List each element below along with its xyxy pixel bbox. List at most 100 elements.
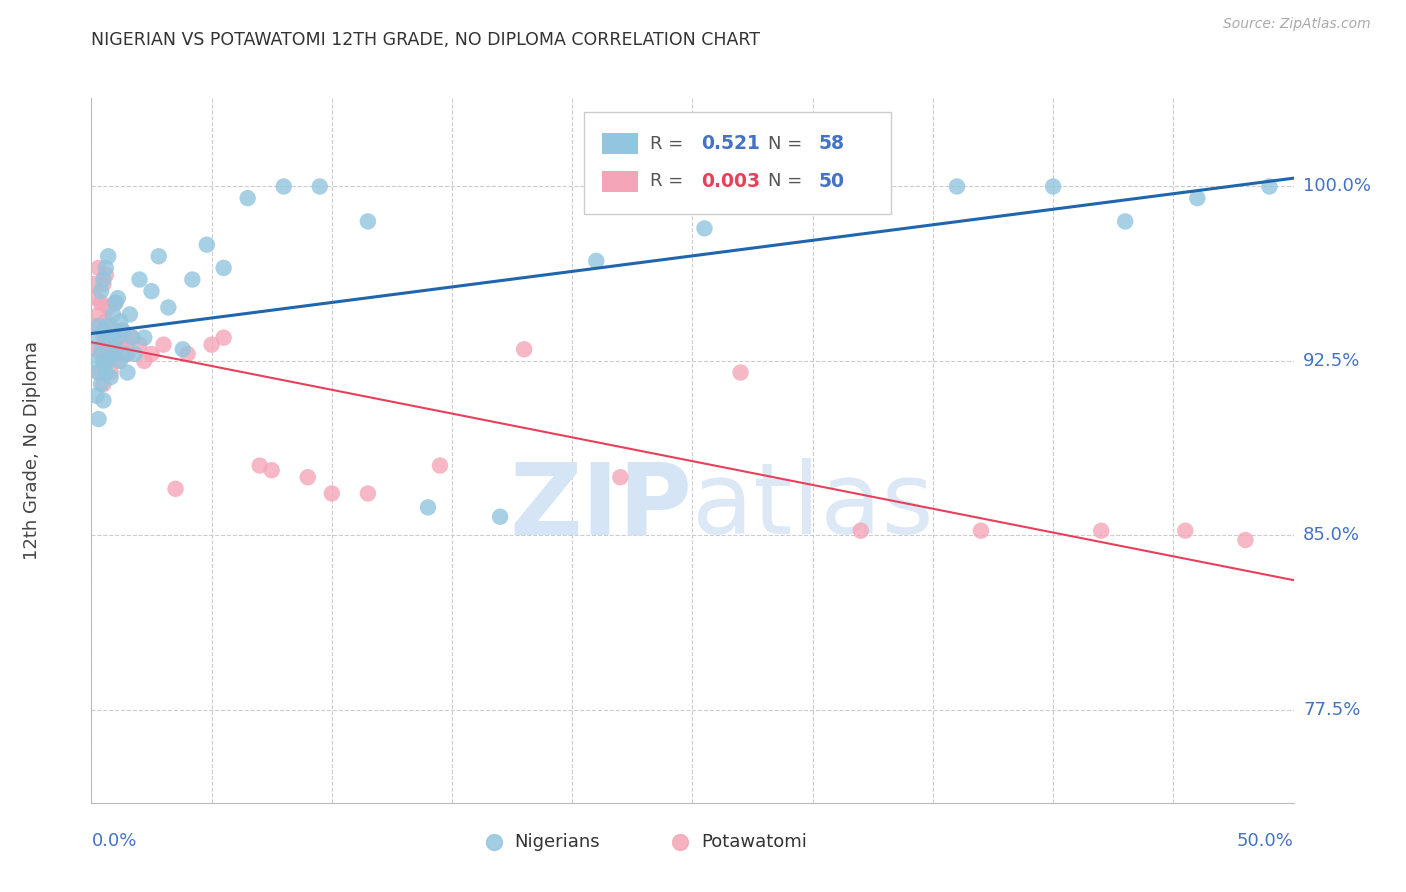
Point <box>97 319 120 334</box>
Text: 77.5%: 77.5% <box>1303 701 1361 719</box>
Point <box>90 377 112 392</box>
Point <box>107 291 129 305</box>
Point <box>93 331 115 345</box>
Point <box>111 324 134 338</box>
Point <box>321 486 343 500</box>
Text: 12th Grade, No Diploma: 12th Grade, No Diploma <box>22 341 41 560</box>
Point <box>101 307 124 321</box>
Point <box>87 260 110 275</box>
Point <box>94 314 117 328</box>
Text: Potawatomi: Potawatomi <box>700 832 807 851</box>
Point <box>585 254 607 268</box>
Point <box>104 331 127 345</box>
Point <box>110 354 132 368</box>
Point <box>825 198 848 212</box>
Point <box>1234 533 1257 547</box>
Point <box>141 284 163 298</box>
Point <box>730 366 752 380</box>
Point <box>87 307 110 321</box>
Point <box>121 331 143 345</box>
Text: atlas: atlas <box>692 458 934 556</box>
Point <box>260 463 283 477</box>
Point <box>308 179 330 194</box>
Point <box>101 347 124 361</box>
Point <box>97 343 120 357</box>
Point <box>201 337 224 351</box>
Text: 0.521: 0.521 <box>700 135 759 153</box>
Point <box>100 331 122 345</box>
Point <box>94 331 117 345</box>
Point <box>90 343 112 357</box>
Point <box>114 347 136 361</box>
Point <box>93 277 115 292</box>
Point <box>83 354 105 368</box>
Point <box>357 486 380 500</box>
Point <box>83 319 105 334</box>
Point <box>84 291 107 305</box>
Point <box>84 389 107 403</box>
Point <box>93 324 115 338</box>
Point <box>141 347 163 361</box>
Point <box>970 524 993 538</box>
Point <box>110 314 132 328</box>
Point <box>416 500 439 515</box>
Point <box>1174 524 1197 538</box>
FancyBboxPatch shape <box>602 170 638 192</box>
Point <box>1114 214 1136 228</box>
Point <box>118 307 141 321</box>
Point <box>93 393 115 408</box>
Point <box>94 268 117 282</box>
FancyBboxPatch shape <box>585 112 891 214</box>
Point <box>1187 191 1209 205</box>
Text: 92.5%: 92.5% <box>1303 352 1361 370</box>
Point <box>90 295 112 310</box>
Point <box>90 347 112 361</box>
Point <box>93 354 115 368</box>
Point <box>101 347 124 361</box>
Point <box>1090 524 1112 538</box>
Text: Nigerians: Nigerians <box>515 832 600 851</box>
Point <box>107 354 129 368</box>
Point <box>148 249 170 263</box>
Point <box>513 343 536 357</box>
Point <box>97 301 120 315</box>
Point <box>100 370 122 384</box>
Point <box>117 366 139 380</box>
Point <box>134 331 156 345</box>
Point <box>429 458 451 473</box>
Point <box>128 272 150 286</box>
Text: R =: R = <box>651 172 689 190</box>
Point <box>181 272 204 286</box>
Point <box>134 354 156 368</box>
Point <box>157 301 180 315</box>
Point <box>609 470 631 484</box>
Text: 100.0%: 100.0% <box>1303 178 1371 195</box>
Point <box>1042 179 1064 194</box>
Point <box>165 482 187 496</box>
Point <box>946 179 969 194</box>
Point <box>97 249 120 263</box>
Point <box>87 366 110 380</box>
Point <box>87 319 110 334</box>
Point <box>236 191 259 205</box>
Point <box>110 337 132 351</box>
Point <box>128 337 150 351</box>
Point <box>104 343 127 357</box>
Text: 50.0%: 50.0% <box>1237 832 1294 850</box>
Text: 50: 50 <box>818 172 845 191</box>
Point <box>195 237 218 252</box>
Point <box>104 295 127 310</box>
Point <box>124 347 146 361</box>
Point <box>152 337 174 351</box>
Point <box>107 331 129 345</box>
Point <box>94 260 117 275</box>
Point <box>87 366 110 380</box>
Point <box>104 295 127 310</box>
Text: 85.0%: 85.0% <box>1303 526 1360 544</box>
Point <box>84 343 107 357</box>
Text: N =: N = <box>768 172 808 190</box>
Point <box>117 347 139 361</box>
Point <box>489 509 512 524</box>
Point <box>84 331 107 345</box>
Point <box>693 221 716 235</box>
